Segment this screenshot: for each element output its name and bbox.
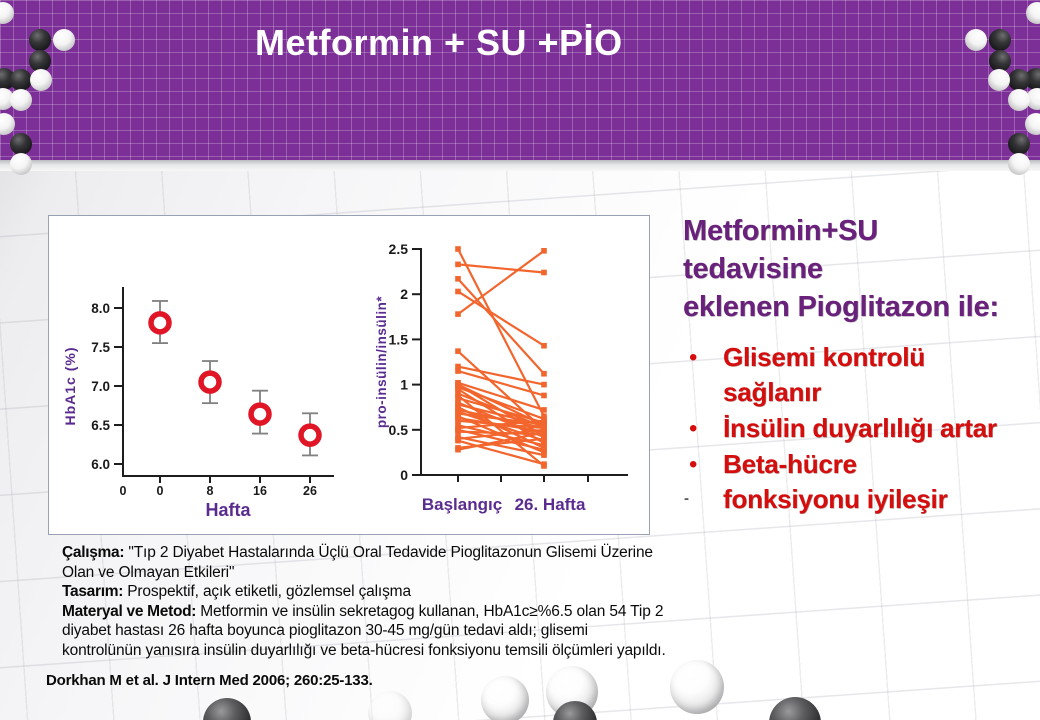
svg-text:0: 0 bbox=[120, 484, 127, 498]
bullet-dot-icon: • bbox=[689, 451, 698, 478]
key-message-block: Metformin+SU tedavisine eklenen Pioglita… bbox=[683, 212, 1035, 518]
study-item: Tasarım: Prospektif, açık etiketli, gözl… bbox=[62, 582, 666, 602]
bullet-text: Beta-hücre fonksiyonu iyileşir bbox=[723, 449, 948, 514]
citation: Dorkhan M et al. J Intern Med 2006; 260:… bbox=[46, 672, 373, 689]
svg-text:8.0: 8.0 bbox=[91, 301, 110, 316]
key-point-item: • İnsülin duyarlılığı artar bbox=[683, 411, 999, 446]
header-bevel-strip bbox=[0, 160, 1040, 171]
bullet-text: İnsülin duyarlılığı artar bbox=[723, 413, 997, 443]
svg-text:2.5: 2.5 bbox=[389, 241, 409, 257]
bullet-dot-icon: • bbox=[689, 344, 698, 371]
go-sphere-white-decoration bbox=[368, 691, 412, 720]
slide-title: Metformin + SU +PİO bbox=[255, 22, 623, 63]
svg-text:0.5: 0.5 bbox=[389, 422, 409, 438]
go-stones-pattern-left-icon bbox=[0, 2, 75, 175]
svg-text:26. Hafta: 26. Hafta bbox=[515, 495, 586, 514]
svg-text:0: 0 bbox=[400, 467, 408, 483]
svg-text:16: 16 bbox=[253, 484, 267, 498]
study-description: Çalışma: "Tıp 2 Diyabet Hastalarında Üçl… bbox=[62, 543, 666, 661]
study-item-text: "Tıp 2 Diyabet Hastalarında Üçlü Oral Te… bbox=[62, 544, 653, 581]
go-sphere-white-decoration bbox=[481, 676, 529, 720]
svg-text:7.0: 7.0 bbox=[91, 379, 110, 394]
chart-panel: 6.0 6.5 7.0 7.5 8.0 0 0 8 16 26 Hafta HbA1c (%) 0 0.5… bbox=[48, 215, 650, 535]
study-item-text: Prospektif, açık etiketli, gözlemsel çal… bbox=[123, 583, 411, 601]
header-banner: Metformin + SU +PİO bbox=[0, 0, 1040, 160]
svg-text:8: 8 bbox=[207, 484, 214, 498]
go-sphere-black-decoration bbox=[553, 701, 597, 720]
svg-text:pro-insülin/insülin*: pro-insülin/insülin* bbox=[374, 296, 389, 428]
svg-text:6.5: 6.5 bbox=[91, 418, 110, 433]
bullet-dot-icon: • bbox=[689, 415, 698, 442]
go-sphere-black-decoration bbox=[769, 697, 821, 720]
charts-figure: 6.0 6.5 7.0 7.5 8.0 0 0 8 16 26 Hafta HbA1c (%) 0 0.5… bbox=[62, 241, 628, 520]
key-message-heading: Metformin+SU tedavisine eklenen Pioglita… bbox=[683, 215, 999, 323]
study-item-label: Materyal ve Metod: bbox=[62, 602, 197, 620]
svg-text:1: 1 bbox=[400, 377, 408, 393]
svg-text:0: 0 bbox=[157, 484, 164, 498]
svg-text:1.5: 1.5 bbox=[389, 331, 409, 347]
svg-text:2: 2 bbox=[400, 286, 408, 302]
study-item: Çalışma: "Tıp 2 Diyabet Hastalarında Üçl… bbox=[62, 543, 666, 582]
go-stones-pattern-right-icon bbox=[965, 2, 1040, 175]
svg-text:26: 26 bbox=[303, 484, 317, 498]
svg-text:6.0: 6.0 bbox=[91, 457, 110, 472]
stray-dash-mark: - bbox=[684, 490, 689, 507]
key-point-item: • Glisemi kontrolü sağlanır bbox=[683, 340, 999, 410]
study-item-label: Tasarım: bbox=[62, 583, 124, 601]
proinsulin-chart: 0 0.5 1 1.5 2 2.5 Başlangıç 26. Hafta pro-insüli… bbox=[374, 241, 628, 514]
svg-text:Hafta: Hafta bbox=[205, 500, 251, 520]
svg-text:7.5: 7.5 bbox=[91, 340, 110, 355]
go-sphere-white-decoration bbox=[670, 660, 724, 714]
svg-text:Başlangıç: Başlangıç bbox=[422, 495, 502, 514]
svg-text:HbA1c (%): HbA1c (%) bbox=[62, 346, 78, 425]
study-item: Materyal ve Metod: Metformin ve insülin … bbox=[62, 602, 666, 661]
key-point-item: • Beta-hücre fonksiyonu iyileşir bbox=[683, 447, 999, 517]
go-sphere-black-decoration bbox=[203, 698, 251, 720]
study-item-label: Çalışma: bbox=[62, 544, 125, 561]
bullet-text: Glisemi kontrolü sağlanır bbox=[723, 342, 925, 407]
study-item-text: Metformin ve insülin sekretagog kullanan… bbox=[62, 602, 666, 659]
key-points-list: • Glisemi kontrolü sağlanır • İnsülin du… bbox=[683, 340, 999, 517]
hba1c-chart: 6.0 6.5 7.0 7.5 8.0 0 0 8 16 26 Hafta HbA1c (%) bbox=[62, 287, 334, 520]
